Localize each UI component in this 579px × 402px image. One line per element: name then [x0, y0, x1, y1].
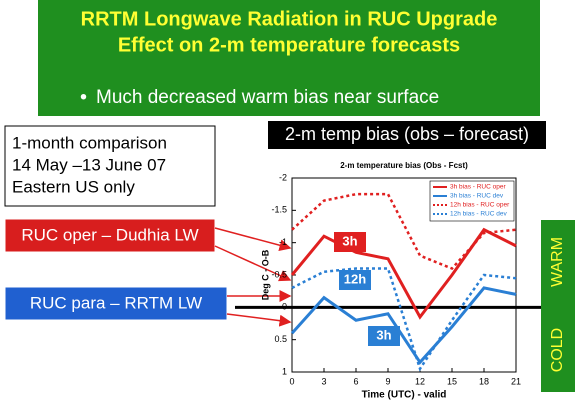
x-tick-label: 21 — [511, 376, 521, 386]
x-tick-label: 18 — [479, 376, 489, 386]
annotation-box — [368, 326, 400, 346]
info-line: 14 May –13 June 07 — [12, 155, 166, 174]
bullet-dot: • — [80, 86, 87, 108]
x-tick-label: 0 — [289, 376, 294, 386]
title-line: RRTM Longwave Radiation in RUC Upgrade — [81, 8, 498, 30]
para-label-box — [4, 286, 228, 321]
oper-label-box — [4, 218, 216, 253]
series-line — [291, 267, 517, 372]
annotation: 12h — [344, 271, 366, 286]
warm-label: WARM — [549, 237, 566, 287]
legend-label: 3h bias - RUC dev — [450, 193, 504, 200]
y-tick-label: 0.5 — [274, 334, 287, 344]
legend-label: 12h bias - RUC oper — [450, 202, 510, 209]
y-tick-label: -2 — [279, 172, 287, 182]
info-line: 1-month comparison — [12, 133, 167, 152]
series-line — [290, 286, 517, 365]
x-tick-label: 6 — [353, 376, 358, 386]
x-tick-label: 9 — [385, 376, 390, 386]
title-line: Effect on 2-m temperature forecasts — [118, 34, 460, 56]
x-tick-label: 12 — [415, 376, 425, 386]
arrow — [226, 313, 292, 327]
arrow — [214, 227, 292, 252]
chart-heading: 2-m temp bias (obs – forecast) — [285, 124, 529, 144]
y-axis-label: Deg C - O-B — [260, 249, 270, 300]
heading-box — [268, 121, 546, 149]
annotation: 3h — [376, 327, 391, 342]
annotation: 3h — [342, 233, 357, 248]
x-tick-label: 3 — [321, 376, 326, 386]
cold-label: COLD — [549, 328, 566, 372]
info-box — [4, 125, 216, 207]
series-line — [291, 192, 517, 271]
y-tick-label: -0.5 — [271, 269, 287, 279]
legend-label: 3h bias - RUC oper — [450, 184, 506, 191]
y-tick-label: -1 — [279, 237, 287, 247]
warm-cold-box — [541, 220, 575, 392]
x-axis-label: Time (UTC) - valid — [362, 390, 447, 401]
chart-title: 2-m temperature bias (Obs - Fcst) — [340, 161, 468, 170]
title-box — [38, 0, 540, 116]
bullet: Much decreased warm bias near surface — [96, 87, 439, 108]
y-tick-label: 1 — [282, 366, 287, 376]
annotation-box — [334, 232, 366, 252]
x-tick-label: 15 — [447, 376, 457, 386]
legend-label: 12h bias - RUC dev — [450, 211, 507, 218]
oper-label: RUC oper – Dudhia LW — [21, 225, 198, 244]
arrow — [214, 245, 292, 282]
y-tick-label: -1.5 — [271, 205, 287, 215]
para-label: RUC para – RRTM LW — [30, 293, 202, 312]
annotation-box — [339, 270, 371, 290]
info-line: Eastern US only — [12, 177, 135, 196]
